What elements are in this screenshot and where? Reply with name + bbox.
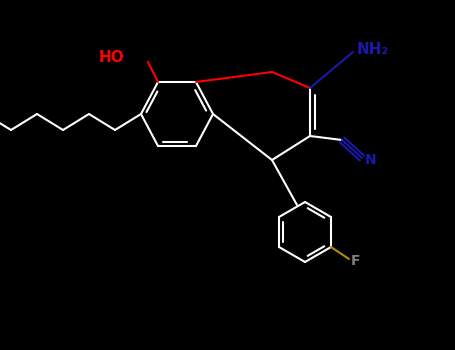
Text: N: N	[365, 153, 377, 167]
Text: NH₂: NH₂	[357, 42, 389, 57]
Text: F: F	[351, 254, 360, 268]
Text: HO: HO	[98, 50, 124, 65]
